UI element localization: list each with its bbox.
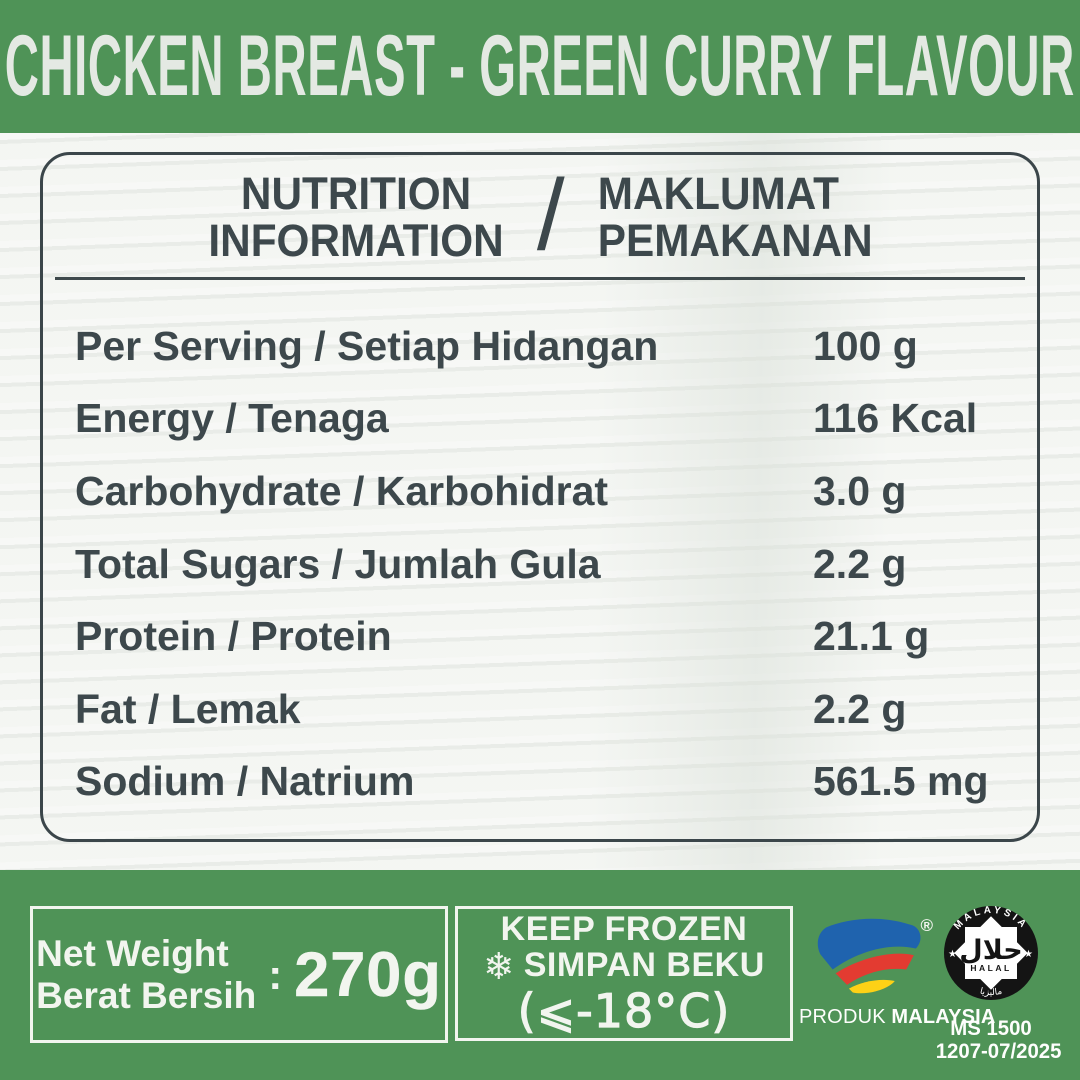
footer-band: Net Weight Berat Bersih : 270g KEEP FROZ… bbox=[0, 870, 1080, 1080]
table-row: Protein / Protein 21.1 g bbox=[43, 613, 1037, 660]
row-label: Total Sugars / Jumlah Gula bbox=[75, 540, 601, 587]
halal-logo: MALAYSIA ماليزيا ★ ★ حلال HALAL MS 1500 … bbox=[934, 898, 1062, 1064]
row-value: 2.2 g bbox=[813, 540, 907, 587]
row-value: 2.2 g bbox=[813, 685, 907, 732]
halal-cert-expiry: 1207-07/2025 bbox=[935, 1040, 1062, 1064]
halal-star-right: ★ bbox=[1024, 949, 1033, 960]
halal-cert-standard: MS 1500 bbox=[950, 1017, 1032, 1040]
halal-word: HALAL bbox=[970, 963, 1011, 973]
title-separator-slash: / bbox=[536, 159, 565, 272]
table-row: Fat / Lemak 2.2 g bbox=[43, 686, 1037, 733]
nutrition-card: NUTRITION INFORMATION / MAKLUMAT PEMAKAN… bbox=[40, 152, 1040, 842]
row-label: Energy / Tenaga bbox=[75, 395, 389, 442]
nutrition-title-ms: MAKLUMAT PEMAKANAN bbox=[597, 168, 873, 266]
row-label: Sodium / Natrium bbox=[75, 758, 415, 805]
keep-frozen-temperature: (⩽-18°C) bbox=[517, 983, 731, 1038]
halal-certification-icon: MALAYSIA ماليزيا ★ ★ حلال HALAL bbox=[944, 905, 1038, 1000]
malaysia-swoosh-icon bbox=[817, 918, 921, 994]
malaysia-word: MALAYSIA bbox=[891, 1006, 996, 1028]
halal-star-left: ★ bbox=[948, 949, 957, 960]
table-row: Total Sugars / Jumlah Gula 2.2 g bbox=[43, 541, 1037, 588]
nutrition-title-ms-line2: PEMAKANAN bbox=[597, 214, 873, 266]
keep-frozen-ms: ❄ SIMPAN BEKU bbox=[483, 948, 765, 985]
nutrition-title-en: NUTRITION INFORMATION bbox=[208, 168, 504, 266]
header-divider bbox=[55, 276, 1025, 280]
svg-text:ماليزيا: ماليزيا bbox=[979, 987, 1004, 999]
table-row: Sodium / Natrium 561.5 mg bbox=[43, 758, 1037, 805]
keep-frozen-ms-text: SIMPAN BEKU bbox=[523, 946, 765, 985]
nutrition-table: Per Serving / Setiap Hidangan 100 g Ener… bbox=[43, 283, 1037, 831]
snowflake-icon: ❄ bbox=[483, 944, 515, 988]
registered-trademark-icon: ® bbox=[920, 916, 933, 935]
row-value: 116 Kcal bbox=[813, 395, 978, 442]
row-label: Carbohydrate / Karbohidrat bbox=[75, 467, 609, 514]
net-weight-value: 270g bbox=[294, 939, 442, 1010]
table-row: Energy / Tenaga 116 Kcal bbox=[43, 395, 1037, 442]
produk-malaysia-logo: ® PRODUK MALAYSIA bbox=[799, 916, 995, 1029]
net-weight-label-en: Net Weight bbox=[36, 933, 229, 975]
nutrition-title-en-line1: NUTRITION bbox=[240, 168, 471, 219]
row-label: Per Serving / Setiap Hidangan bbox=[75, 322, 659, 369]
net-weight-box: Net Weight Berat Bersih : 270g bbox=[30, 906, 448, 1043]
halal-cert-number: MS 1500 1207-07/2025 bbox=[935, 1017, 1062, 1064]
halal-arabic-text: حلال bbox=[959, 935, 1022, 966]
keep-frozen-en: KEEP FROZEN bbox=[500, 910, 748, 948]
row-label: Protein / Protein bbox=[75, 613, 392, 660]
product-title: CHICKEN BREAST - GREEN CURRY FLAVOUR bbox=[4, 18, 1076, 114]
nutrition-title-en-line2: INFORMATION bbox=[208, 214, 504, 266]
nutrition-card-header: NUTRITION INFORMATION / MAKLUMAT PEMAKAN… bbox=[43, 155, 1037, 265]
paper-background bbox=[0, 133, 1080, 870]
row-value: 561.5 mg bbox=[813, 758, 989, 805]
net-weight-colon: : bbox=[268, 950, 283, 998]
row-value: 21.1 g bbox=[813, 613, 930, 660]
table-row: Carbohydrate / Karbohidrat 3.0 g bbox=[43, 468, 1037, 515]
halal-arc-bottom-text: ماليزيا bbox=[979, 987, 1004, 999]
keep-frozen-box: KEEP FROZEN ❄ SIMPAN BEKU (⩽-18°C) bbox=[455, 906, 793, 1041]
table-row: Per Serving / Setiap Hidangan 100 g bbox=[43, 323, 1037, 370]
product-title-banner: CHICKEN BREAST - GREEN CURRY FLAVOUR bbox=[0, 0, 1080, 133]
produk-word: PRODUK bbox=[799, 1006, 886, 1028]
produk-malaysia-label: PRODUK MALAYSIA bbox=[799, 1006, 995, 1029]
net-weight-labels: Net Weight Berat Bersih bbox=[36, 933, 256, 1016]
net-weight-label-ms: Berat Bersih bbox=[36, 974, 257, 1016]
row-label: Fat / Lemak bbox=[75, 685, 301, 732]
row-value: 3.0 g bbox=[813, 467, 907, 514]
nutrition-title-ms-line1: MAKLUMAT bbox=[597, 168, 839, 219]
row-value: 100 g bbox=[813, 322, 918, 369]
